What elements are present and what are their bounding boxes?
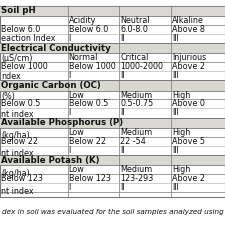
Text: (kg/ha): (kg/ha) [1, 169, 30, 178]
Text: Medium: Medium [120, 90, 153, 99]
Text: Below 1000: Below 1000 [1, 62, 48, 71]
Text: 1000-2000: 1000-2000 [120, 62, 163, 71]
Text: Below 6.0: Below 6.0 [1, 25, 40, 34]
Text: Below 22: Below 22 [69, 137, 106, 146]
Text: Low: Low [69, 90, 84, 99]
Text: III: III [172, 108, 179, 117]
Text: II: II [120, 108, 125, 117]
Text: High: High [172, 128, 190, 137]
Text: Above 8: Above 8 [172, 25, 205, 34]
Bar [0, 155, 225, 165]
Text: II: II [120, 71, 125, 80]
Text: High: High [172, 165, 190, 174]
Text: Below 0.5: Below 0.5 [1, 99, 40, 108]
Text: Acidity: Acidity [69, 16, 96, 25]
Text: III: III [172, 34, 179, 43]
Text: Available Phosphorus (P): Available Phosphorus (P) [1, 118, 123, 127]
Text: Below 1000: Below 1000 [69, 62, 115, 71]
Text: I: I [69, 71, 71, 80]
Text: I: I [69, 146, 71, 155]
Text: (kg/ha): (kg/ha) [1, 131, 30, 140]
Text: 0.5-0.75: 0.5-0.75 [120, 99, 154, 108]
Text: Injurious: Injurious [172, 53, 206, 62]
Text: III: III [172, 71, 179, 80]
Text: Critical: Critical [120, 53, 149, 62]
Bar [0, 43, 225, 53]
Text: II: II [120, 183, 125, 192]
Bar [0, 6, 225, 16]
Text: Medium: Medium [120, 128, 153, 137]
Text: (%): (%) [1, 92, 15, 101]
Text: Organic Carbon (OC): Organic Carbon (OC) [1, 81, 101, 90]
Text: 22 -54: 22 -54 [120, 137, 146, 146]
Text: dex in soil was evaluated for the soil samples analyzed using the follo: dex in soil was evaluated for the soil s… [2, 208, 225, 215]
Bar [0, 80, 225, 91]
Text: Above 5: Above 5 [172, 137, 205, 146]
Text: III: III [172, 183, 179, 192]
Text: II: II [120, 34, 125, 43]
Text: Above 0: Above 0 [172, 99, 205, 108]
Text: Below 123: Below 123 [1, 174, 43, 183]
Text: Normal: Normal [69, 53, 98, 62]
Text: Below 123: Below 123 [69, 174, 110, 183]
Text: Below 6.0: Below 6.0 [69, 25, 108, 34]
Text: nt index: nt index [1, 110, 34, 119]
Text: Low: Low [69, 128, 84, 137]
Text: I: I [69, 183, 71, 192]
Bar [0, 117, 225, 128]
Text: Electrical Conductivity: Electrical Conductivity [1, 44, 111, 53]
Text: Alkaline: Alkaline [172, 16, 204, 25]
Text: nt index: nt index [1, 149, 34, 158]
Text: nt index: nt index [1, 187, 34, 196]
Bar [0, 6, 225, 197]
Text: II: II [120, 146, 125, 155]
Text: III: III [172, 146, 179, 155]
Text: (μS/cm): (μS/cm) [1, 54, 33, 63]
Text: Above 2: Above 2 [172, 62, 205, 71]
Text: ndex: ndex [1, 72, 21, 81]
Text: Soil pH: Soil pH [1, 6, 36, 15]
Text: Below 22: Below 22 [1, 137, 38, 146]
Text: Neutral: Neutral [120, 16, 150, 25]
Text: eaction Index: eaction Index [1, 34, 56, 43]
Text: 6.0-8.0: 6.0-8.0 [120, 25, 148, 34]
Text: Above 2: Above 2 [172, 174, 205, 183]
Text: Medium: Medium [120, 165, 153, 174]
Text: Available Potash (K): Available Potash (K) [1, 155, 100, 164]
Text: Below 0.5: Below 0.5 [69, 99, 108, 108]
Text: Low: Low [69, 165, 84, 174]
Text: 123-293: 123-293 [120, 174, 154, 183]
Text: I: I [69, 34, 71, 43]
Text: I: I [69, 108, 71, 117]
Text: High: High [172, 90, 190, 99]
